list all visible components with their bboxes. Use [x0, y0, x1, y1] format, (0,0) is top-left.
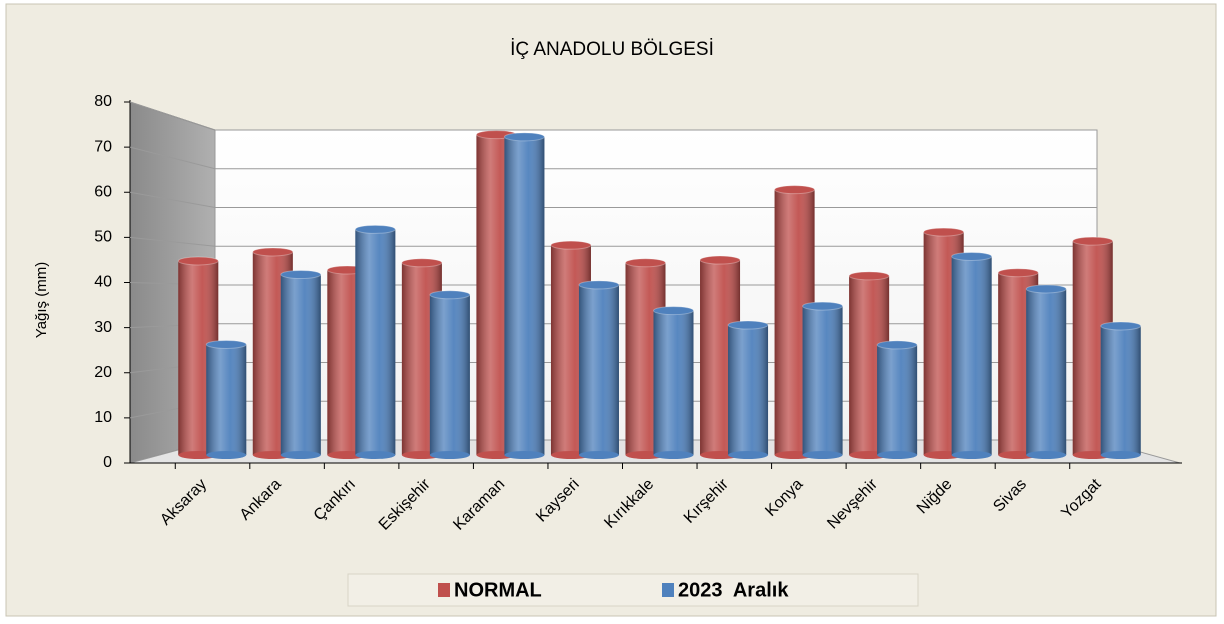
y-tick-label: 80 [94, 93, 112, 110]
bar-top [578, 280, 620, 290]
legend-swatch [662, 583, 674, 597]
y-tick-label: 30 [94, 319, 112, 336]
bar-shade [578, 284, 619, 455]
bar-top [802, 301, 844, 311]
bar-base [1026, 451, 1067, 459]
bar-base [1100, 451, 1141, 459]
bar-base [802, 451, 843, 459]
bar-top [177, 256, 219, 266]
legend-label: 2023 Aralık [678, 579, 789, 601]
bar-top [876, 340, 918, 350]
bar-shade [951, 256, 992, 455]
y-tick-label: 10 [94, 409, 112, 426]
bar [876, 340, 918, 459]
legend-swatch [438, 583, 450, 597]
y-tick-label: 20 [94, 364, 112, 381]
bar [653, 306, 694, 459]
bar-top [252, 247, 294, 257]
bar-shade [355, 229, 396, 455]
bar-top [951, 251, 993, 261]
bar-top [401, 258, 443, 268]
y-tick-label: 70 [94, 138, 112, 155]
bar-shade [280, 274, 321, 455]
bar-base [429, 451, 470, 459]
bar [429, 290, 471, 459]
bar-shade [504, 136, 545, 455]
bar-base [206, 451, 247, 459]
bar-base [951, 451, 992, 459]
bar-shade [429, 294, 470, 455]
y-axis-label: Yağış (mm) [33, 262, 50, 338]
bar-top [354, 224, 396, 234]
bar-shade [653, 310, 694, 455]
bar-shade [1026, 288, 1067, 455]
bar-top [727, 320, 769, 330]
bar-top [923, 227, 965, 237]
bar [280, 270, 322, 459]
bar [951, 251, 993, 459]
bar-shade [802, 306, 843, 455]
bar-base [280, 451, 321, 459]
bar [802, 301, 844, 459]
bar [727, 320, 769, 459]
bar [1072, 236, 1114, 459]
y-tick-label: 40 [94, 274, 112, 291]
bar-shade [728, 325, 769, 455]
bar-base [728, 451, 769, 459]
bar-shade [877, 344, 918, 455]
bar-top [848, 271, 890, 281]
y-tick-label: 50 [94, 229, 112, 246]
bar-top [774, 185, 816, 195]
bar-base [877, 451, 918, 459]
chart-title: İÇ ANADOLU BÖLGESİ [510, 39, 714, 60]
bar [354, 224, 396, 459]
bar-top [1072, 236, 1114, 246]
bar-top [503, 132, 545, 142]
bar-top [653, 306, 694, 316]
legend-box [347, 573, 919, 607]
y-tick-label: 0 [103, 454, 112, 471]
y-tick-label: 60 [94, 183, 112, 200]
bar-top [280, 270, 322, 279]
bar [578, 280, 620, 459]
bar-base [355, 451, 396, 459]
bar-top [1025, 284, 1067, 294]
grid-line [129, 146, 1097, 170]
bar [1025, 284, 1067, 459]
bar [503, 132, 545, 459]
bar-top [1100, 321, 1142, 331]
bar-top [429, 290, 471, 300]
bar-top [699, 255, 741, 265]
bar-top [205, 339, 247, 349]
bar-top [550, 240, 592, 250]
grid-line [129, 101, 1097, 131]
bar-base [578, 451, 619, 459]
bar-top [997, 268, 1039, 278]
legend-label: NORMAL [454, 579, 542, 601]
bar-shade [1100, 325, 1141, 455]
bar-base [653, 451, 694, 459]
bar [1100, 321, 1142, 459]
bar-shade [206, 344, 247, 455]
bar-top [625, 258, 666, 268]
bar [205, 339, 247, 459]
bar-base [504, 451, 545, 459]
